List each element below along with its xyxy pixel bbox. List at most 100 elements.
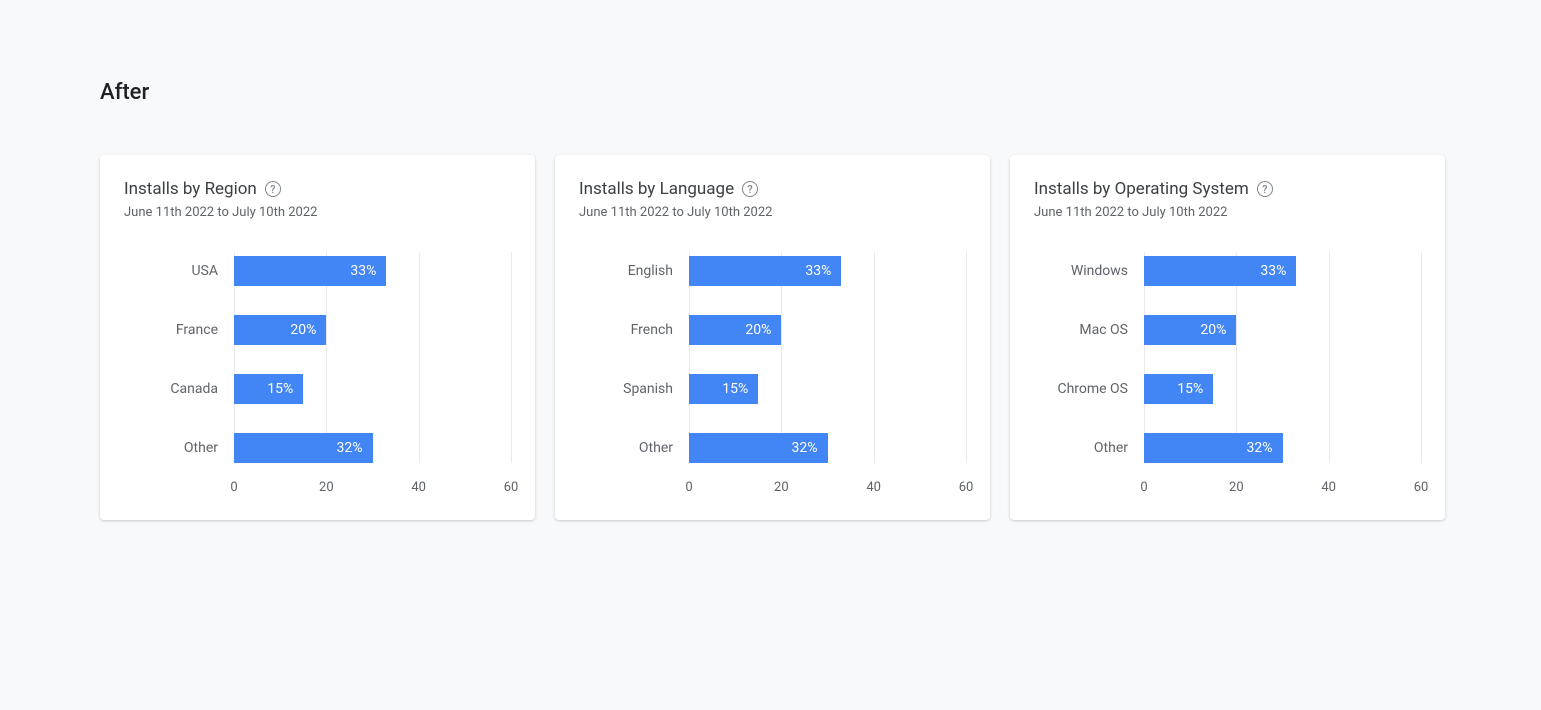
bar-row: USA33% [124,256,511,286]
bar-row: French 20% [579,315,966,345]
bar-fill: 15% [1144,374,1213,404]
bar-chart: Windows 33% Mac OS 20% Chrome OS 15% Other 32% 0… [1034,256,1421,500]
bar-label: Windows [1034,263,1144,279]
axis-tick: 40 [1321,480,1336,495]
bar-fill: 32% [689,433,828,463]
bar-value: 32% [1247,440,1273,456]
bars-container: Windows 33% Mac OS 20% Chrome OS 15% Other 32% [1034,256,1421,463]
bars-container: English 33% French 20% Spanish 15% Other 32% [579,256,966,463]
page-title: After [100,80,1441,105]
bar-value: 20% [290,322,316,338]
grid-area [234,256,511,463]
axis-tick: 0 [1140,480,1147,495]
bar-fill: 33% [1144,256,1296,286]
bar-label: Spanish [579,381,689,397]
chart-card: Installs by Language? June 11th 2022 to J… [555,155,990,520]
bar-value: 33% [1260,263,1286,279]
bar-track: 20% [234,315,511,345]
bar-label: Canada [124,381,234,397]
bar-fill: 32% [234,433,373,463]
bar-track: 33% [689,256,966,286]
bar-label: French [579,322,689,338]
bar-value: 20% [745,322,771,338]
bar-fill: 20% [689,315,781,345]
bar-label: English [579,263,689,279]
bar-row: Windows 33% [1034,256,1421,286]
bar-track: 32% [1144,433,1421,463]
bar-row: Chrome OS 15% [1034,374,1421,404]
grid-line [511,252,512,463]
bar-track: 33% [1144,256,1421,286]
bar-chart: USA33%France20%Canada15%Other32%0204060 [124,256,511,500]
bar-track: 15% [689,374,966,404]
x-axis: 0204060 [124,480,511,500]
bar-row: Other 32% [579,433,966,463]
cards-row: Installs by Region? June 11th 2022 to Jul… [100,155,1441,520]
bar-row: Canada 15% [124,374,511,404]
chart-card: Installs by Region? June 11th 2022 to Jul… [100,155,535,520]
card-header: Installs by Region? [124,179,511,199]
x-axis: 0204060 [579,480,966,500]
help-icon[interactable]: ? [265,181,281,197]
bar-label: Chrome OS [1034,381,1144,397]
help-icon[interactable]: ? [1257,181,1273,197]
bar-fill: 20% [1144,315,1236,345]
bar-label: Other [579,440,689,456]
bar-fill: 20% [234,315,326,345]
card-subtitle: June 11th 2022 to July 10th 2022 [1034,205,1421,220]
bar-value: 32% [337,440,363,456]
bar-row: France 20% [124,315,511,345]
card-title: Installs by Operating System [1034,179,1249,199]
card-title: Installs by Language [579,179,734,199]
axis-tick: 0 [685,480,692,495]
bar-track: 32% [234,433,511,463]
axis-tick: 60 [959,480,974,495]
bar-label: Other [124,440,234,456]
bar-fill: 15% [234,374,303,404]
bar-label: France [124,322,234,338]
axis-tick: 60 [504,480,519,495]
bar-value: 15% [267,381,293,397]
bar-row: Other 32% [1034,433,1421,463]
bar-value: 15% [722,381,748,397]
grid-line [1421,252,1422,463]
axis-track: 0204060 [689,480,966,500]
grid-area [1144,256,1421,463]
grid-area [689,256,966,463]
bar-value: 33% [805,263,831,279]
card-header: Installs by Language? [579,179,966,199]
bar-label: USA [124,263,234,279]
axis-tick: 60 [1414,480,1429,495]
axis-tick: 20 [319,480,334,495]
bar-fill: 33% [689,256,841,286]
card-header: Installs by Operating System? [1034,179,1421,199]
axis-tick: 0 [230,480,237,495]
bar-value: 15% [1177,381,1203,397]
card-subtitle: June 11th 2022 to July 10th 2022 [579,205,966,220]
bar-chart: English 33% French 20% Spanish 15% Other 32% 0 20… [579,256,966,500]
bar-label: Other [1034,440,1144,456]
bar-label: Mac OS [1034,322,1144,338]
bar-fill: 32% [1144,433,1283,463]
axis-tick: 20 [774,480,789,495]
bar-value: 32% [792,440,818,456]
bar-row: Mac OS 20% [1034,315,1421,345]
bars-container: USA33% France 20% Canada 15% Other 32% [124,256,511,463]
grid-line [966,252,967,463]
bar-track: 33% [234,256,511,286]
bar-track: 15% [1144,374,1421,404]
bar-track: 20% [1144,315,1421,345]
axis-tick: 40 [866,480,881,495]
axis-track: 0204060 [1144,480,1421,500]
bar-fill: 33% [234,256,386,286]
help-icon[interactable]: ? [742,181,758,197]
card-subtitle: June 11th 2022 to July 10th 2022 [124,205,511,220]
bar-value: 20% [1200,322,1226,338]
bar-track: 32% [689,433,966,463]
bar-fill: 15% [689,374,758,404]
axis-tick: 40 [411,480,426,495]
card-title: Installs by Region [124,179,257,199]
page-container: After Installs by Region? June 11th 2022 … [0,0,1541,520]
chart-card: Installs by Operating System? June 11th 2… [1010,155,1445,520]
x-axis: 0204060 [1034,480,1421,500]
